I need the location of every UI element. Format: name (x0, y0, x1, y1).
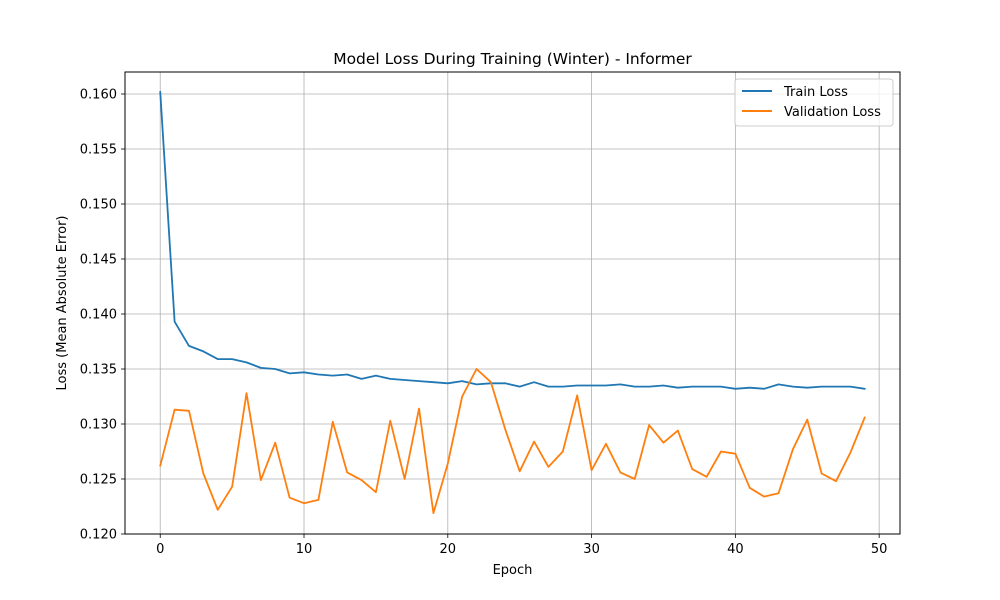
legend-label-validation-loss: Validation Loss (784, 105, 881, 120)
y-tick-label: 0.150 (80, 198, 117, 213)
x-tick-label: 10 (296, 542, 313, 557)
series-layer (159, 90, 866, 514)
y-axis-label: Loss (Mean Absolute Error) (55, 216, 70, 391)
x-tick-label: 0 (156, 542, 164, 557)
y-tick-label: 0.125 (80, 473, 117, 488)
x-tick-label: 50 (871, 542, 888, 557)
y-tick-label: 0.135 (80, 363, 117, 378)
legend-label-train-loss: Train Loss (783, 85, 848, 100)
legend: Train Loss Validation Loss (734, 78, 894, 127)
x-tick-label: 30 (583, 542, 600, 557)
series-line-train-loss (159, 90, 866, 390)
y-tick-label: 0.155 (80, 143, 117, 158)
legend-box (734, 78, 894, 127)
series-line-validation-loss (159, 368, 866, 514)
y-tick-label: 0.130 (80, 418, 117, 433)
plot-frame (124, 71, 901, 535)
chart-title: Model Loss During Training (Winter) - In… (333, 50, 692, 68)
y-tick-label: 0.160 (80, 88, 117, 103)
x-tick-label: 40 (727, 542, 744, 557)
y-tick-label: 0.140 (80, 308, 117, 323)
x-tick-label: 20 (440, 542, 457, 557)
y-tick-label: 0.120 (80, 528, 117, 543)
plot-area (125, 72, 900, 534)
y-tick-label: 0.145 (80, 253, 117, 268)
x-axis-label: Epoch (493, 563, 533, 578)
ticks: 0 10 20 30 40 50 0.120 0.125 0.130 0.135 0.140 0.14… (80, 88, 888, 558)
grid (125, 72, 900, 535)
